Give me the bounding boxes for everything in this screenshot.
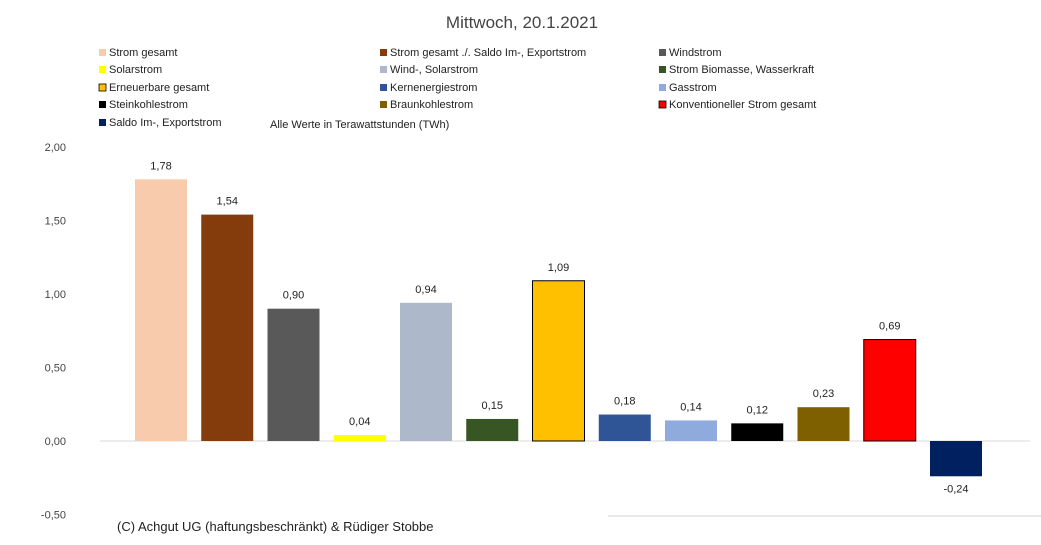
legend-label: Steinkohlestrom [109, 99, 188, 111]
legend-label: Strom gesamt [109, 47, 177, 59]
legend-label: Solarstrom [109, 64, 162, 76]
legend-label: Erneuerbare gesamt [109, 82, 209, 94]
data-label: 0,69 [879, 321, 900, 333]
y-tick-label: -0,50 [41, 510, 66, 522]
legend-swatch [380, 49, 387, 56]
y-tick-label: 0,50 [45, 363, 66, 375]
data-label: -0,24 [943, 483, 968, 495]
bar [201, 214, 254, 441]
data-label: 0,90 [283, 290, 304, 302]
legend: Strom gesamt Strom gesamt ./. Saldo Im-, … [98, 47, 816, 129]
chart-title: Mittwoch, 20.1.2021 [446, 13, 598, 32]
legend-label: Braunkohlestrom [390, 99, 473, 111]
data-label: 1,54 [217, 196, 238, 208]
legend-label: Saldo Im-, Exportstrom [109, 117, 221, 129]
bar [731, 423, 784, 441]
legend-swatch [99, 66, 106, 73]
legend-label: Konventioneller Strom gesamt [669, 99, 816, 111]
bar [400, 302, 452, 441]
legend-swatch [659, 49, 666, 56]
bar [598, 414, 651, 441]
legend-swatch [99, 119, 106, 126]
legend-swatch [658, 100, 667, 109]
units-note: Alle Werte in Terawattstunden (TWh) [270, 119, 449, 131]
data-label: 1,09 [548, 262, 569, 274]
bar [797, 407, 850, 441]
legend-swatch [99, 49, 106, 56]
bar [930, 441, 982, 477]
legend-swatch [659, 66, 666, 73]
data-label: 0,12 [747, 404, 768, 416]
legend-label: Gasstrom [669, 82, 717, 94]
data-label: 0,15 [482, 400, 503, 412]
bar [665, 420, 717, 441]
y-tick-label: 1,00 [45, 289, 66, 301]
legend-label: Windstrom [669, 47, 722, 59]
data-label: 0,04 [349, 416, 370, 428]
legend-swatch [98, 83, 107, 92]
y-tick-label: 0,00 [45, 436, 66, 448]
legend-label: Strom Biomasse, Wasserkraft [669, 64, 814, 76]
legend-label: Wind-, Solarstrom [390, 64, 478, 76]
y-tick-label: 2,00 [45, 142, 66, 154]
legend-swatch [380, 101, 387, 108]
bars [135, 179, 982, 477]
bar [333, 435, 386, 441]
legend-label: Strom gesamt ./. Saldo Im-, Exportstrom [390, 47, 586, 59]
y-tick-label: 1,50 [45, 216, 66, 228]
bar [135, 179, 187, 441]
data-label: 0,18 [614, 396, 635, 408]
legend-swatch [99, 101, 106, 108]
legend-swatch [659, 84, 666, 91]
bar [863, 339, 917, 442]
bar [466, 418, 519, 441]
bar [267, 308, 320, 441]
legend-label: Kernenergiestrom [390, 82, 477, 94]
copyright-text: (C) Achgut UG (haftungsbeschränkt) & Rüd… [117, 519, 434, 534]
bar [532, 280, 585, 442]
data-label: 1,78 [150, 160, 171, 172]
data-label: 0,23 [813, 388, 834, 400]
data-labels: 1,78 1,54 0,90 0,04 0,94 0,15 1,09 0,18 0,14 0,12… [150, 160, 968, 495]
legend-swatch [380, 66, 387, 73]
data-label: 0,94 [415, 284, 436, 296]
data-label: 0,14 [680, 401, 701, 413]
legend-swatch [380, 84, 387, 91]
